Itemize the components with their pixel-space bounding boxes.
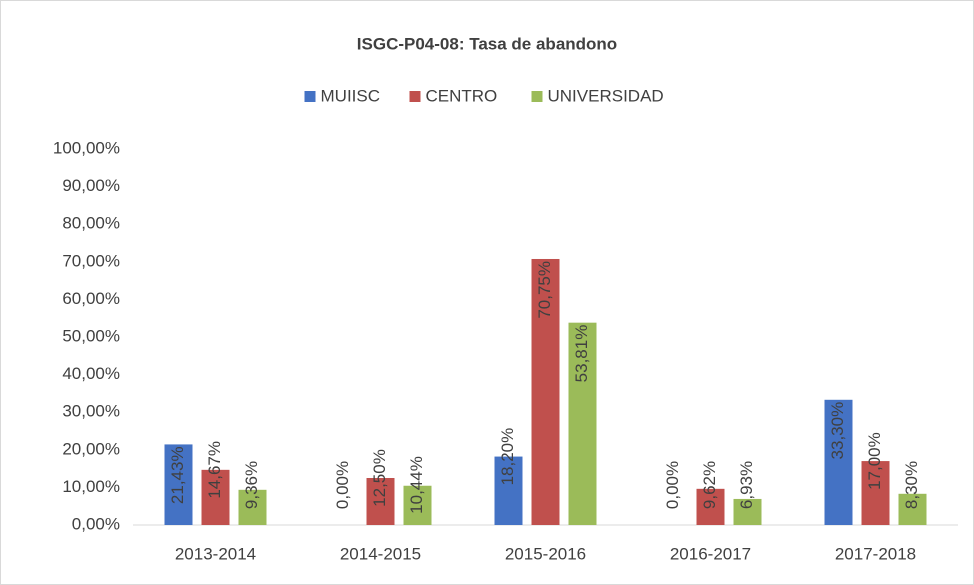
bar — [861, 461, 890, 525]
bar — [824, 399, 853, 525]
bar — [403, 485, 432, 525]
data-label: 14,67% — [205, 441, 224, 499]
y-tick-label: 50,00% — [62, 326, 120, 345]
data-label: 6,93% — [737, 461, 756, 509]
y-tick-label: 20,00% — [62, 439, 120, 458]
x-tick-label: 2014-2015 — [340, 544, 421, 563]
legend-swatch — [304, 91, 316, 102]
data-label: 8,30% — [902, 461, 921, 509]
data-label: 10,44% — [407, 456, 426, 514]
y-tick-label: 100,00% — [53, 138, 120, 157]
data-label: 9,36% — [242, 461, 261, 509]
y-tick-label: 80,00% — [62, 214, 120, 233]
data-label: 53,81% — [572, 325, 591, 383]
data-label: 12,50% — [370, 449, 389, 507]
bar — [568, 322, 597, 525]
y-tick-label: 70,00% — [62, 251, 120, 270]
y-tick-label: 60,00% — [62, 289, 120, 308]
legend-swatch — [531, 91, 543, 102]
data-label: 33,30% — [828, 402, 847, 460]
data-label: 17,00% — [865, 432, 884, 490]
x-tick-label: 2015-2016 — [505, 544, 586, 563]
y-tick-label: 0,00% — [72, 514, 120, 533]
bar — [238, 489, 267, 525]
x-tick-label: 2017-2018 — [835, 544, 916, 563]
data-label: 18,20% — [498, 428, 517, 486]
x-tick-label: 2013-2014 — [175, 544, 256, 563]
legend-label: CENTRO — [426, 86, 498, 105]
bar — [366, 478, 395, 525]
data-label: 21,43% — [168, 446, 187, 504]
data-label: 0,00% — [333, 461, 352, 509]
chart-title: ISGC-P04-08: Tasa de abandono — [357, 34, 617, 53]
x-tick-label: 2016-2017 — [670, 544, 751, 563]
legend-label: MUIISC — [321, 86, 381, 105]
y-tick-label: 90,00% — [62, 176, 120, 195]
bar — [201, 469, 230, 525]
bar — [898, 493, 927, 525]
bar — [733, 498, 762, 525]
legend-label: UNIVERSIDAD — [548, 86, 664, 105]
bar — [696, 488, 725, 525]
y-tick-label: 10,00% — [62, 477, 120, 496]
y-tick-label: 40,00% — [62, 364, 120, 383]
data-label: 0,00% — [663, 461, 682, 509]
bar — [494, 456, 523, 525]
data-label: 70,75% — [535, 261, 554, 319]
bar — [164, 444, 193, 525]
y-tick-label: 30,00% — [62, 402, 120, 421]
legend-swatch — [409, 91, 421, 102]
data-label: 9,62% — [700, 461, 719, 509]
bar — [531, 258, 560, 525]
